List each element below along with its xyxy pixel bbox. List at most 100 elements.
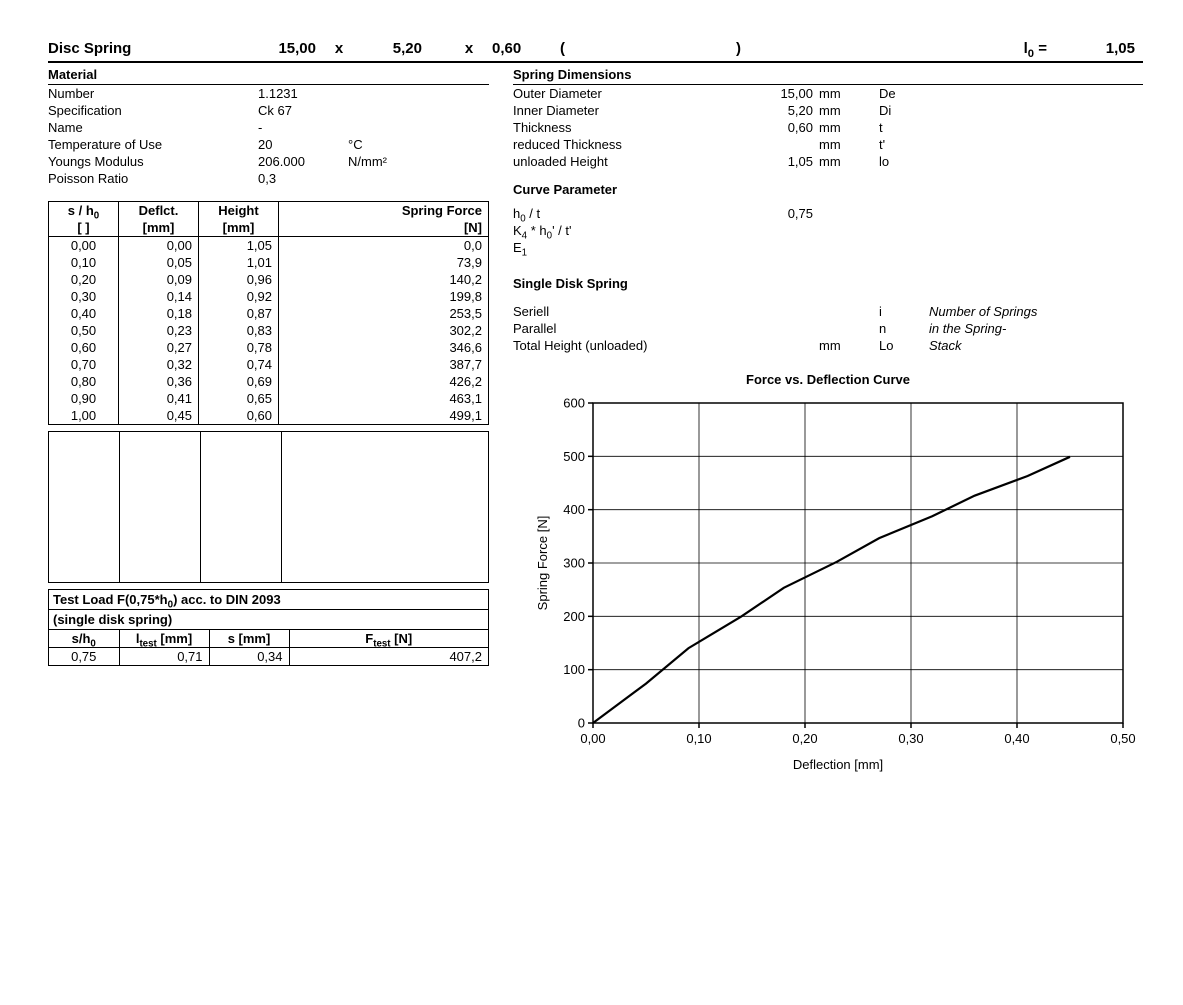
table-cell: 0,41	[119, 390, 199, 407]
lo-label: l0 =	[967, 40, 1047, 57]
table-cell: 140,2	[279, 271, 489, 288]
test-cell: 0,75	[49, 648, 119, 666]
value: 5,20	[743, 103, 819, 118]
dimension-row: Inner Diameter5,20mmDi	[513, 102, 1143, 119]
material-row: Poisson Ratio0,3	[48, 170, 489, 187]
value: 1,05	[743, 154, 819, 169]
table-cell: 0,92	[199, 288, 279, 305]
value: 15,00	[743, 86, 819, 101]
table-cell: 0,27	[119, 339, 199, 356]
table-header: s / h0	[49, 202, 119, 220]
extra: Number of Springs	[929, 304, 1143, 319]
table-cell: 346,6	[279, 339, 489, 356]
value	[743, 223, 819, 238]
unit	[819, 304, 879, 319]
table-unit-header: [N]	[279, 219, 489, 237]
table-cell: 199,8	[279, 288, 489, 305]
svg-text:0,40: 0,40	[1004, 731, 1029, 746]
single-disk-heading: Single Disk Spring	[513, 274, 1143, 293]
table-cell: 0,10	[49, 254, 119, 271]
test-cell: 0,71	[119, 648, 209, 666]
unit: mm	[819, 137, 879, 152]
deflection-table: s / h0Deflct.HeightSpring Force [ ][mm][…	[48, 201, 489, 425]
value: -	[258, 120, 348, 135]
label: K4 * h0' / t'	[513, 223, 743, 238]
table-cell: 0,70	[49, 356, 119, 373]
value: 206.000	[258, 154, 348, 169]
curve-param-heading: Curve Parameter	[513, 180, 1143, 199]
table-row: 0,000,001,050,0	[49, 237, 489, 255]
table-row: 0,600,270,78346,6	[49, 339, 489, 356]
svg-text:0: 0	[578, 716, 585, 731]
table-row: 0,400,180,87253,5	[49, 305, 489, 322]
label: Number	[48, 86, 258, 101]
unit: mm	[819, 338, 879, 353]
value	[743, 304, 819, 319]
table-cell: 0,90	[49, 390, 119, 407]
table-cell: 0,50	[49, 322, 119, 339]
header-dim3: 0,60	[492, 40, 552, 57]
table-cell: 463,1	[279, 390, 489, 407]
label: Seriell	[513, 304, 743, 319]
value: 1.1231	[258, 86, 348, 101]
test-cell: 407,2	[289, 648, 488, 666]
value: 20	[258, 137, 348, 152]
material-row: Youngs Modulus206.000N/mm²	[48, 153, 489, 170]
table-cell: 253,5	[279, 305, 489, 322]
unit: mm	[819, 86, 879, 101]
svg-text:200: 200	[563, 609, 585, 624]
table-row: 0,300,140,92199,8	[49, 288, 489, 305]
single-disk-row: Total Height (unloaded)mmLoStack	[513, 337, 1143, 354]
svg-text:500: 500	[563, 449, 585, 464]
value: 0,75	[743, 206, 819, 221]
label: unloaded Height	[513, 154, 743, 169]
unit	[348, 86, 418, 101]
dimensions-section: Outer Diameter15,00mmDeInner Diameter5,2…	[513, 85, 1143, 170]
table-cell: 0,00	[119, 237, 199, 255]
symbol: i	[879, 304, 929, 319]
material-row: Temperature of Use20°C	[48, 136, 489, 153]
material-heading: Material	[48, 65, 489, 85]
label: Parallel	[513, 321, 743, 336]
table-row: 0,500,230,83302,2	[49, 322, 489, 339]
unit: mm	[819, 103, 879, 118]
table-cell: 0,87	[199, 305, 279, 322]
svg-text:600: 600	[563, 396, 585, 411]
chart-area: 01002003004005006000,000,100,200,300,400…	[533, 393, 1143, 772]
chart-title: Force vs. Deflection Curve	[513, 372, 1143, 387]
label: Specification	[48, 103, 258, 118]
force-deflection-chart: 01002003004005006000,000,100,200,300,400…	[533, 393, 1138, 753]
table-row: 0,200,090,96140,2	[49, 271, 489, 288]
table-cell: 0,20	[49, 271, 119, 288]
table-cell: 0,09	[119, 271, 199, 288]
table-cell: 0,36	[119, 373, 199, 390]
material-row: Name-	[48, 119, 489, 136]
table-cell: 499,1	[279, 407, 489, 425]
table-cell: 0,14	[119, 288, 199, 305]
value	[743, 137, 819, 152]
unit: °C	[348, 137, 418, 152]
table-cell: 0,78	[199, 339, 279, 356]
table-row: 1,000,450,60499,1	[49, 407, 489, 425]
curve-param-row: E1	[513, 239, 1143, 256]
table-cell: 1,01	[199, 254, 279, 271]
table-cell: 0,23	[119, 322, 199, 339]
svg-text:0,20: 0,20	[792, 731, 817, 746]
label: E1	[513, 240, 743, 255]
test-load-box: Test Load F(0,75*h0) acc. to DIN 2093 (s…	[48, 589, 489, 666]
unit	[348, 103, 418, 118]
table-cell: 0,60	[49, 339, 119, 356]
header-dim1: 15,00	[256, 40, 316, 57]
table-cell: 387,7	[279, 356, 489, 373]
unit	[348, 171, 418, 186]
table-unit-header: [ ]	[49, 219, 119, 237]
value	[743, 338, 819, 353]
table-header: Spring Force	[279, 202, 489, 220]
title: Disc Spring	[48, 40, 248, 57]
th-ftest: Ftest [N]	[289, 630, 488, 648]
table-cell: 0,74	[199, 356, 279, 373]
dimensions-heading: Spring Dimensions	[513, 65, 1143, 85]
material-row: SpecificationCk 67	[48, 102, 489, 119]
unit: mm	[819, 154, 879, 169]
th-ltest: ltest [mm]	[119, 630, 209, 648]
